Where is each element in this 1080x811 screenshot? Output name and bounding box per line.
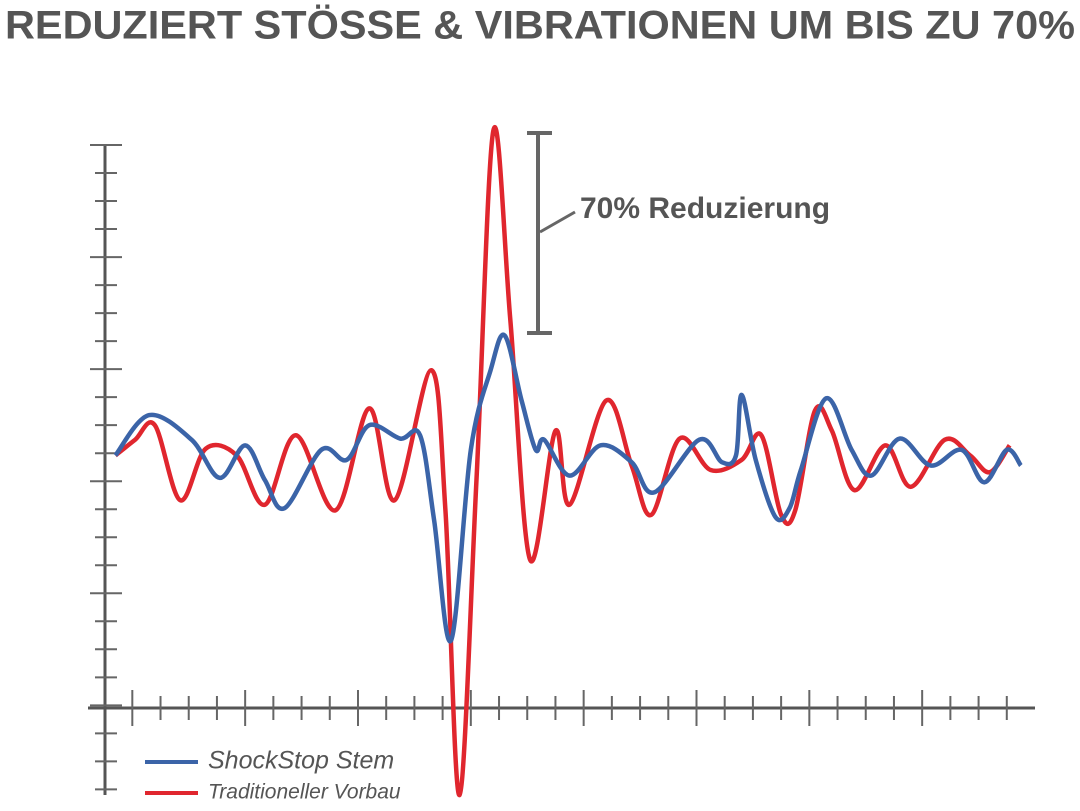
annotation-bracket	[527, 131, 576, 335]
legend-label: ShockStop Stem	[208, 747, 394, 775]
legend-label: Traditioneller Vorbau	[208, 781, 401, 804]
data-line	[113, 125, 1012, 798]
bracket-connector	[539, 210, 576, 234]
annotation: 70% Reduzierung	[580, 192, 830, 225]
chart-title: REDUZIERT STÖSSE & VIBRATIONEN UM BIS ZU…	[5, 3, 1075, 48]
data-line	[113, 332, 1023, 644]
